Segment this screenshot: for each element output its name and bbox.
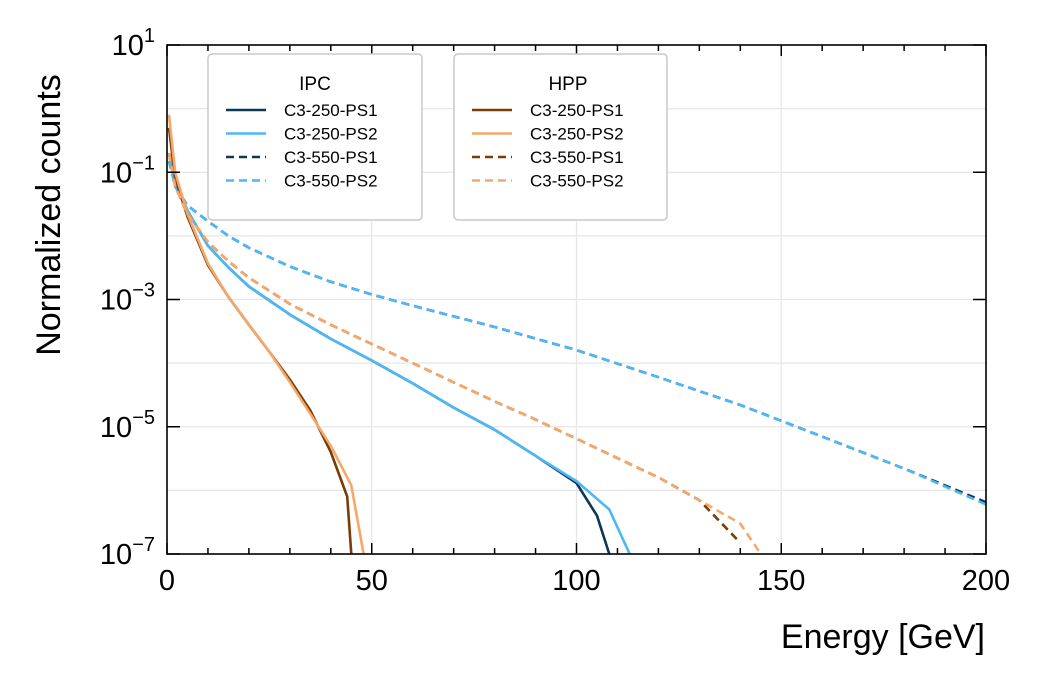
x-tick-label: 50 xyxy=(356,565,388,597)
y-tick-label: 10−7 xyxy=(100,534,155,571)
legend-ipc-box xyxy=(207,53,423,221)
legend-entry-label: C3-550-PS1 xyxy=(284,148,378,167)
legend-entry-label: C3-250-PS1 xyxy=(530,101,624,120)
y-tick-label: 10−1 xyxy=(100,152,155,189)
y-tick-label: 10−5 xyxy=(100,407,155,444)
x-axis-title: Energy [GeV] xyxy=(781,618,985,656)
legend-entry-label: C3-550-PS2 xyxy=(530,172,624,191)
legend-entry-label: C3-250-PS2 xyxy=(284,125,378,144)
x-tick-label: 150 xyxy=(757,565,805,597)
legend-hpp-box xyxy=(453,53,668,221)
legend-entry-label: C3-550-PS1 xyxy=(530,148,624,167)
legend-ipc: IPC C3-250-PS1 C3-250-PS2 C3-550-PS1 C3-550… xyxy=(207,53,423,221)
axis-ticks xyxy=(166,44,987,555)
legend-entry-label: C3-550-PS2 xyxy=(284,172,378,191)
y-axis-title: Normalized counts xyxy=(30,74,68,356)
series-line-hpp-7 xyxy=(167,152,762,554)
series-layer xyxy=(167,114,986,554)
y-tick-label: 101 xyxy=(112,25,155,62)
x-tick-label: 100 xyxy=(552,565,600,597)
x-tick-label: 0 xyxy=(159,565,175,597)
series-line-ipc-3 xyxy=(167,160,986,506)
y-tick-label: 10−3 xyxy=(100,280,155,317)
legend-entry-label: C3-250-PS1 xyxy=(284,101,378,120)
tick-labels: 0 50 100 150 200 101 10−1 10−3 10−5 10−7 xyxy=(100,25,1010,597)
x-tick-label: 200 xyxy=(962,565,1010,597)
legend-entry-label: C3-250-PS2 xyxy=(530,125,624,144)
legend-hpp-title: HPP xyxy=(548,74,587,95)
legend-hpp: HPP C3-250-PS1 C3-250-PS2 C3-550-PS1 C3-550… xyxy=(453,53,668,221)
legend-ipc-title: IPC xyxy=(299,74,331,95)
